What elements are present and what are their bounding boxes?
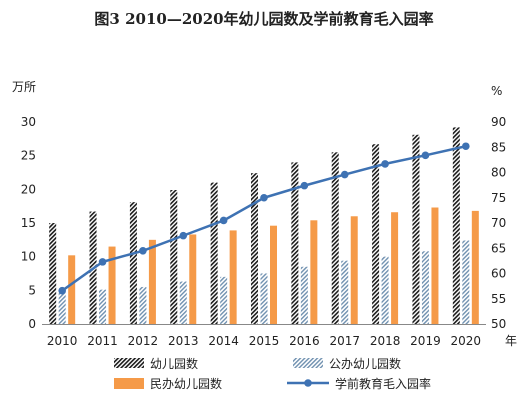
legend-label-public: 公办幼儿园数 [329, 356, 401, 371]
x-tick-label: 2017 [329, 334, 360, 348]
x-tick-label: 2013 [168, 334, 199, 348]
bar-public [220, 276, 228, 324]
bars [49, 127, 479, 324]
bar-total [170, 190, 178, 324]
bar-private [148, 239, 156, 324]
chart-title: 图3 2010—2020年幼儿园数及学前教育毛入园率 [94, 10, 433, 28]
right-axis-unit: % [491, 84, 502, 98]
left-tick-label: 15 [21, 216, 36, 230]
bar-private [68, 255, 76, 324]
left-tick-label: 5 [28, 283, 36, 297]
bar-private [229, 230, 237, 324]
rate-point [139, 246, 147, 255]
legend-label-total: 幼儿园数 [150, 356, 198, 371]
rate-point [98, 258, 107, 266]
legend-item-private: 民办幼儿园数 [114, 376, 222, 391]
left-tick-label: 20 [21, 182, 36, 196]
bar-public [300, 266, 308, 324]
legend-item-rate: 学前教育毛入园率 [287, 376, 431, 391]
line-series [58, 142, 470, 295]
bar-public [462, 240, 470, 324]
bar-public [58, 291, 66, 324]
left-axis-ticks: 0 5 10 15 20 25 30 [21, 115, 36, 331]
x-tick-label: 2012 [128, 334, 159, 348]
x-tick-label: 2010 [47, 334, 78, 348]
bar-total [372, 144, 380, 324]
legend-label-private: 民办幼儿园数 [150, 376, 222, 391]
rate-point [219, 216, 228, 225]
rate-point [58, 286, 66, 295]
bar-public [139, 286, 147, 324]
legend-swatch-private [114, 378, 144, 389]
bar-total [49, 223, 57, 324]
right-axis-ticks: 50 55 60 65 70 75 80 85 90 [491, 115, 506, 331]
rate-point [260, 193, 268, 202]
left-tick-label: 0 [28, 317, 36, 331]
right-tick-label: 60 [491, 267, 506, 281]
legend-item-total: 幼儿园数 [114, 356, 198, 371]
bar-private [310, 220, 318, 324]
left-tick-label: 25 [21, 149, 36, 163]
x-tick-label: 2018 [370, 334, 401, 348]
bar-total [331, 152, 339, 324]
x-tick-label: 2015 [249, 334, 280, 348]
rate-line [61, 145, 467, 292]
rate-point [381, 160, 389, 168]
bar-private [270, 225, 277, 324]
bar-total [412, 134, 420, 324]
right-tick-label: 75 [491, 191, 506, 205]
bar-private [471, 210, 479, 324]
right-tick-label: 55 [491, 292, 506, 306]
legend-label-rate: 学前教育毛入园率 [335, 376, 431, 391]
right-tick-label: 65 [491, 241, 506, 255]
legend-swatch-rate-marker [304, 379, 312, 387]
bar-public [260, 273, 268, 324]
left-tick-label: 10 [21, 250, 36, 264]
bar-public [421, 251, 429, 324]
bar-private [108, 246, 116, 324]
right-tick-label: 85 [491, 140, 506, 154]
rate-point [340, 170, 349, 179]
legend-swatch-total [114, 358, 144, 368]
legend-swatch-public [293, 358, 323, 368]
x-tick-label: 2016 [289, 334, 320, 348]
bar-public [341, 260, 349, 324]
left-tick-label: 30 [21, 115, 36, 129]
bar-public [99, 289, 107, 324]
legend-item-public: 公办幼儿园数 [293, 356, 401, 371]
right-tick-label: 70 [491, 216, 506, 230]
bar-total [452, 127, 460, 324]
bar-private [189, 234, 197, 324]
left-axis-unit: 万所 [12, 80, 36, 94]
bar-total [129, 202, 137, 324]
bar-private [431, 207, 439, 324]
legend: 幼儿园数 公办幼儿园数 民办幼儿园数 学前教育毛入园率 [114, 356, 431, 391]
rate-point [421, 151, 430, 160]
bar-private [350, 216, 358, 324]
bar-total [251, 173, 258, 324]
bar-total [210, 182, 218, 324]
rate-point [300, 181, 309, 190]
right-tick-label: 80 [491, 166, 506, 180]
right-tick-label: 90 [491, 115, 506, 129]
bar-total [291, 162, 299, 324]
bar-private [391, 212, 399, 324]
x-tick-label: 2011 [87, 334, 118, 348]
bar-public [381, 256, 389, 324]
x-tick-label: 2014 [208, 334, 239, 348]
x-axis-ticks: 2010 2011 2012 2013 2014 2015 2016 2017 2018 2019… [47, 334, 481, 348]
right-tick-label: 50 [491, 317, 506, 331]
bar-public [179, 281, 187, 324]
rate-point [179, 231, 188, 240]
x-tick-label: 2019 [410, 334, 441, 348]
x-axis-unit: 年 [505, 334, 517, 348]
rate-point [462, 142, 470, 151]
x-tick-label: 2020 [451, 334, 482, 348]
